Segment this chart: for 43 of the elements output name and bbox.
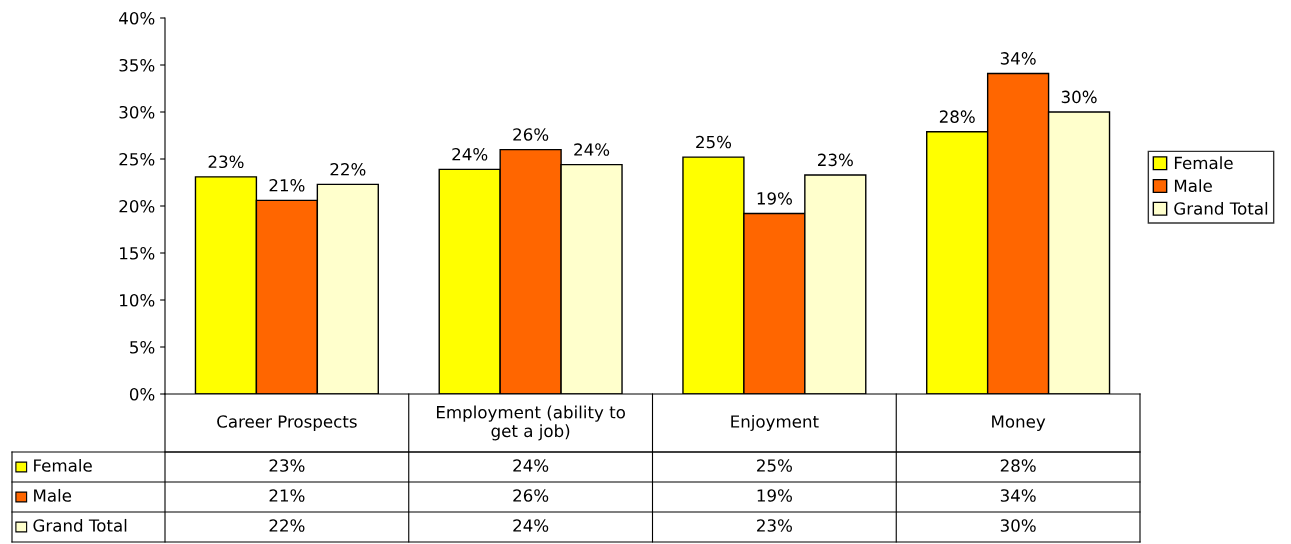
y-tick-label: 5% xyxy=(130,340,155,354)
data-label: 24% xyxy=(513,519,549,532)
text: 24% xyxy=(574,143,610,156)
text: 23% xyxy=(208,155,244,169)
text: 23% xyxy=(818,153,853,167)
text: 34% xyxy=(1000,52,1036,65)
data-label: 23% xyxy=(757,519,792,532)
text: Male xyxy=(34,488,72,502)
data-label: 26% xyxy=(513,489,549,502)
text: 21% xyxy=(269,178,305,192)
text: 28% xyxy=(939,110,975,123)
x-tick-label: Employment (ability to get a job) xyxy=(436,405,625,441)
y-tick-label: 20% xyxy=(119,199,155,213)
data-label: 25% xyxy=(757,459,792,472)
text: 30% xyxy=(1061,90,1097,104)
legend-label: Male xyxy=(1174,179,1212,193)
text: 25% xyxy=(696,135,732,149)
y-tick-label: 35% xyxy=(119,58,155,72)
text: 26% xyxy=(513,128,549,141)
x-tick-label: Career Prospects xyxy=(217,415,357,432)
y-tick-label: 0% xyxy=(129,387,155,401)
data-label: 34% xyxy=(1000,489,1036,502)
x-tick-label: Enjoyment xyxy=(731,414,819,432)
data-label: 19% xyxy=(757,489,792,502)
y-tick-label: 10% xyxy=(120,293,155,307)
text: 22% xyxy=(330,162,366,176)
data-label: 30% xyxy=(1000,519,1036,532)
y-tick-label: 30% xyxy=(119,105,155,119)
text: Grand Total xyxy=(33,518,127,532)
data-label: 21% xyxy=(269,489,305,502)
data-label: 23% xyxy=(269,459,305,472)
data-label: 22% xyxy=(269,519,305,532)
y-tick-label: 25% xyxy=(119,152,155,166)
legend-label: Female xyxy=(34,458,92,472)
data-label: 24% xyxy=(513,459,549,472)
y-tick-label: 40% xyxy=(119,11,155,25)
text: 19% xyxy=(757,192,792,205)
data-label: 28% xyxy=(1000,459,1036,472)
text: 24% xyxy=(452,147,488,161)
legend-label: Grand Total xyxy=(1174,201,1268,215)
text: Female xyxy=(1174,156,1233,170)
x-tick-label: Money xyxy=(992,415,1046,432)
y-tick-label: 15% xyxy=(120,246,155,260)
